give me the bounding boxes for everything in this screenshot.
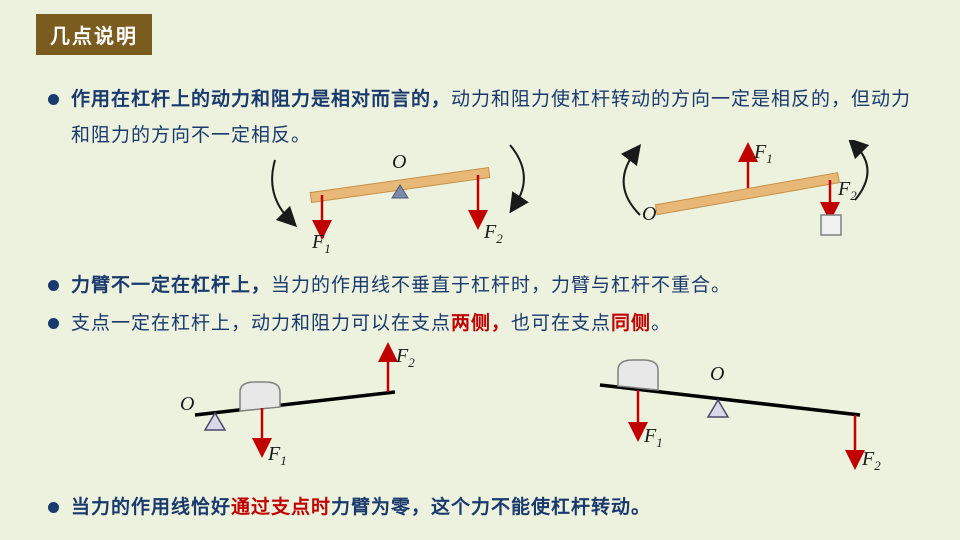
text-span: 通过支点时 (231, 497, 331, 518)
text-span: 同侧 (611, 313, 651, 334)
label-O: O (180, 393, 194, 415)
bullet-3-text: 支点一定在杠杆上，动力和阻力可以在支点两侧，也可在支点同侧。 (71, 306, 924, 342)
text-span: 两侧， (451, 313, 511, 334)
svg-text:F1: F1 (643, 425, 663, 450)
svg-text:F2: F2 (837, 178, 857, 203)
label-F2-sub: 2 (850, 188, 857, 203)
svg-text:F2: F2 (861, 448, 881, 473)
diagram-row-2: O F1 F2 O F1 F2 (0, 340, 960, 480)
text-span: 作用在杠杆上的动力和阻力是相对而言的， (71, 89, 451, 110)
diagram-2-left: O F1 F2 (160, 340, 460, 480)
label-F2: F (395, 345, 409, 367)
label-F2: F (861, 448, 875, 470)
label-O: O (710, 363, 724, 385)
text-span: 当力的作用线恰好 (71, 497, 231, 518)
label-F1: F (267, 443, 281, 465)
section-header: 几点说明 (36, 14, 152, 55)
svg-text:F1: F1 (753, 141, 773, 166)
bullet-2-text: 力臂不一定在杠杆上，当力的作用线不垂直于杠杆时，力臂与杠杆不重合。 (71, 268, 924, 304)
bullet-dot (48, 502, 59, 513)
bullet-dot (48, 94, 59, 105)
text-span: 也可在支点 (511, 313, 611, 334)
bullet-4: 当力的作用线恰好通过支点时力臂为零，这个力不能使杠杆转动。 (48, 490, 924, 526)
label-O: O (392, 151, 406, 173)
label-F2-sub: 2 (874, 458, 881, 473)
label-F1: F (643, 425, 657, 447)
diagram-1-right: O F1 F2 (600, 140, 880, 260)
label-F1-sub: 1 (656, 435, 663, 450)
label-F1: F (311, 231, 325, 253)
diagram-2-right: O F1 F2 (570, 340, 890, 480)
svg-text:F1: F1 (267, 443, 287, 468)
bullet-4-text: 当力的作用线恰好通过支点时力臂为零，这个力不能使杠杆转动。 (71, 490, 924, 526)
svg-text:F2: F2 (483, 221, 503, 246)
label-F1-sub: 1 (324, 241, 331, 256)
label-F2: F (483, 221, 497, 243)
bullet-dot (48, 318, 59, 329)
label-F1-sub: 1 (280, 453, 287, 468)
text-span: 力臂为零，这个力不能使杠杆转动。 (331, 497, 651, 518)
label-F2: F (837, 178, 851, 200)
text-span: 力臂不一定在杠杆上， (71, 275, 271, 296)
label-F2-sub: 2 (408, 355, 415, 370)
label-F1-sub: 1 (766, 151, 773, 166)
text-span: 支点一定在杠杆上，动力和阻力可以在支点 (71, 313, 451, 334)
svg-text:F2: F2 (395, 345, 415, 370)
label-F2-sub: 2 (496, 231, 503, 246)
diagram-1-left: O F1 F2 (260, 140, 540, 260)
diagram-row-1: O F1 F2 O F1 F2 (0, 140, 960, 260)
text-span: 当力的作用线不垂直于杠杆时，力臂与杠杆不重合。 (271, 275, 731, 296)
bullet-dot (48, 280, 59, 291)
label-F1: F (753, 141, 767, 163)
bullet-3: 支点一定在杠杆上，动力和阻力可以在支点两侧，也可在支点同侧。 (48, 306, 924, 342)
label-O: O (642, 203, 656, 225)
text-span: 。 (651, 313, 671, 334)
svg-text:F1: F1 (311, 231, 331, 256)
bullet-2: 力臂不一定在杠杆上，当力的作用线不垂直于杠杆时，力臂与杠杆不重合。 (48, 268, 924, 304)
